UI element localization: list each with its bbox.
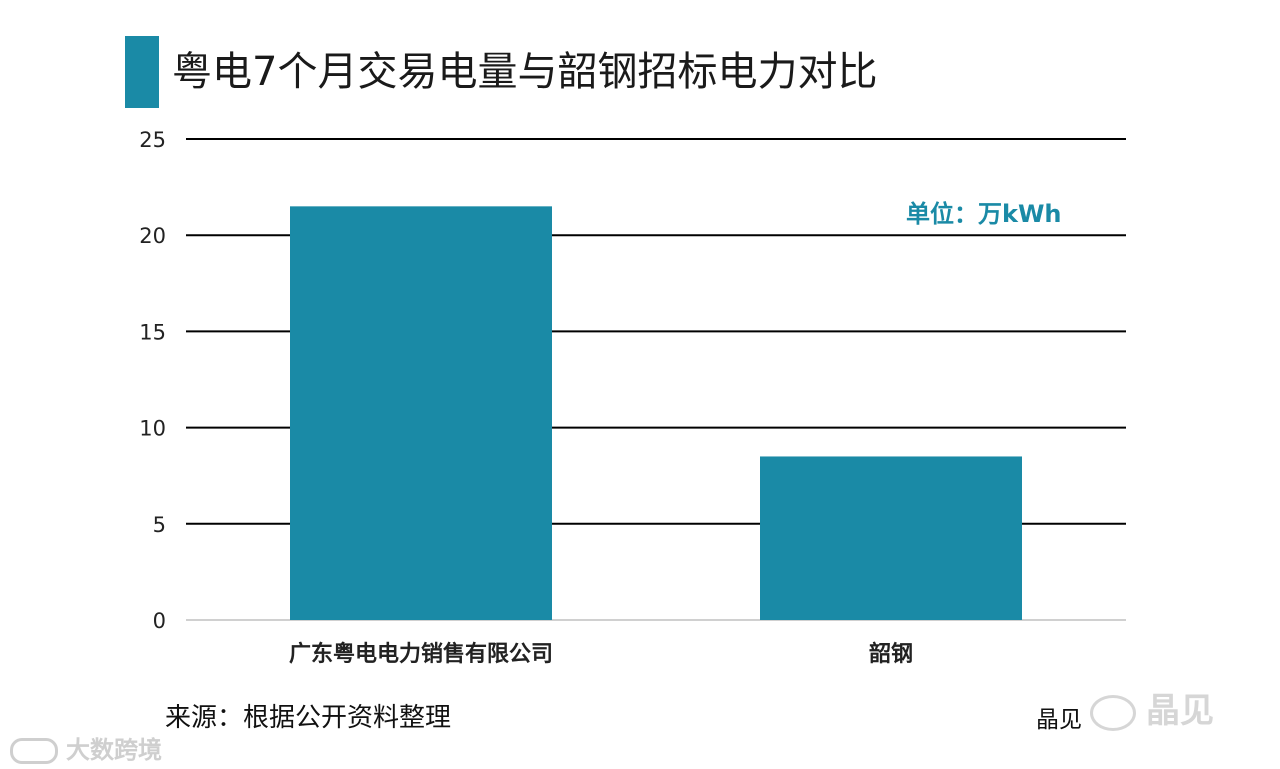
bar-1 — [760, 456, 1022, 620]
bars — [290, 206, 1022, 620]
y-tick-label: 5 — [153, 513, 166, 537]
logo-icon — [10, 738, 58, 764]
x-tick-label: 广东粤电电力销售有限公司 — [289, 641, 553, 667]
y-tick-label: 10 — [139, 417, 166, 441]
y-tick-label: 25 — [139, 128, 166, 152]
y-axis-ticks: 0 5 10 15 20 25 — [139, 128, 166, 633]
bar-0 — [290, 206, 552, 620]
source-note: 来源：根据公开资料整理 — [165, 703, 452, 733]
x-tick-label: 韶钢 — [869, 641, 913, 667]
bottom-watermark: 大数跨境 — [10, 730, 162, 765]
y-tick-label: 20 — [139, 224, 166, 248]
y-tick-label: 15 — [139, 320, 166, 344]
brand-watermark: 晶见 — [1090, 683, 1214, 732]
y-tick-label: 0 — [153, 609, 166, 633]
chart-title: 粤电7个月交易电量与韶钢招标电力对比 — [172, 49, 878, 95]
author-credit: 晶见 — [1036, 707, 1082, 733]
unit-label: 单位：万kWh — [906, 200, 1062, 228]
chat-bubble-icon — [1090, 694, 1136, 731]
bottom-watermark-text: 大数跨境 — [66, 736, 162, 764]
title-accent-bar — [125, 36, 159, 108]
x-axis-ticks: 广东粤电电力销售有限公司 韶钢 — [289, 641, 913, 667]
brand-watermark-text: 晶见 — [1146, 691, 1214, 731]
